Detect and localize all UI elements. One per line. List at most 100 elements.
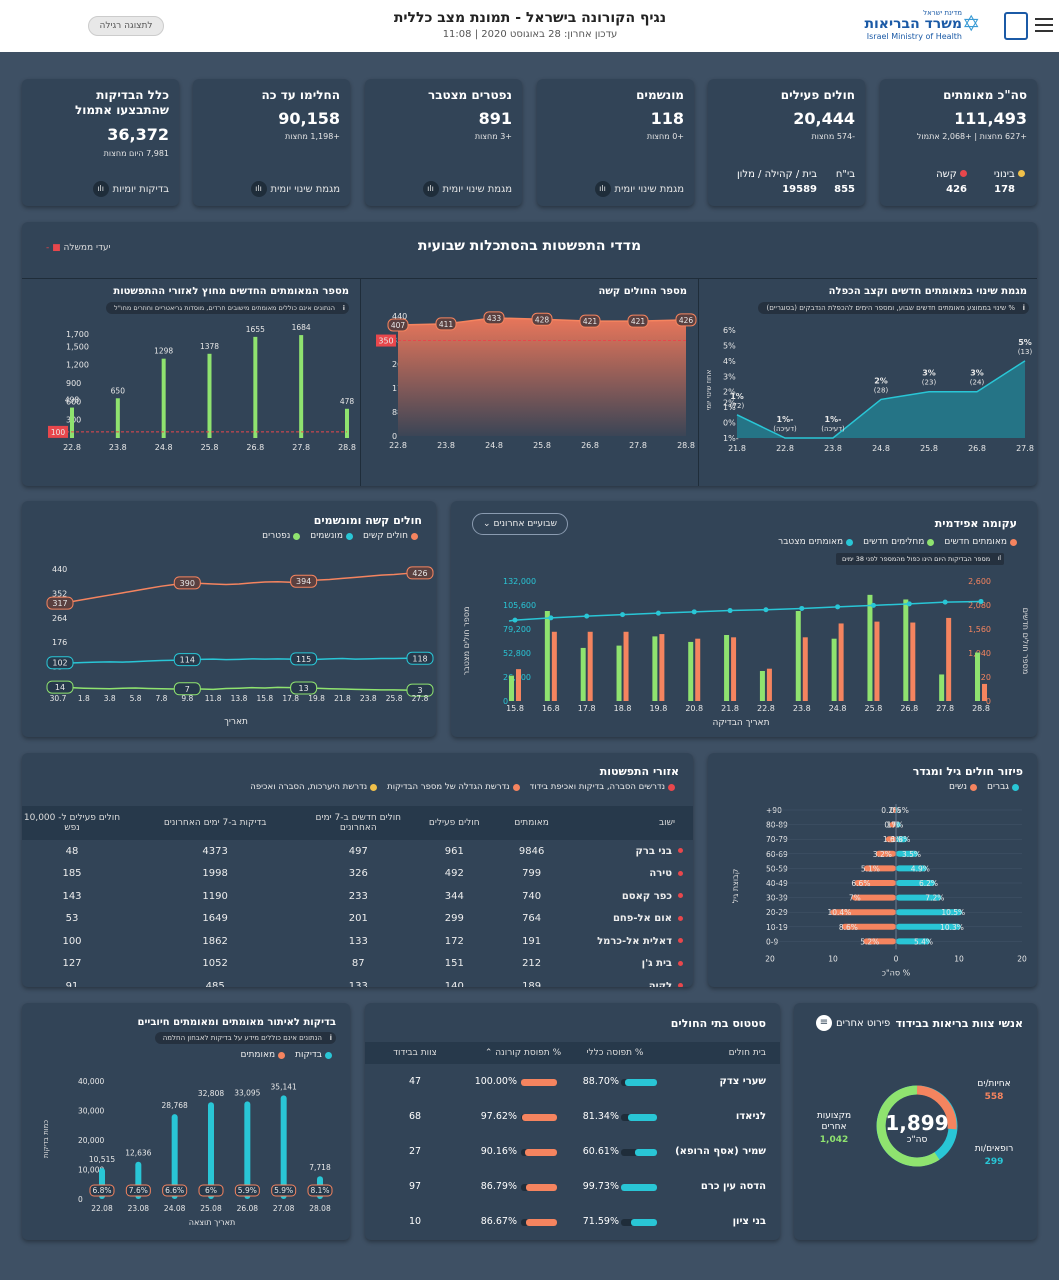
recovered-bar [580,647,586,701]
ventilated-line [57,657,420,664]
severe-weekly-chart: 4403522641768803504074114334284214214262… [376,311,697,450]
table-row[interactable]: לקיה 189 140 133 485 91 [22,975,693,987]
value-cell: 9846 [518,845,545,857]
table-row[interactable]: אום אל-פחם 764 299 201 1649 53 [22,908,693,931]
x-tick-label: 24.8 [872,444,890,453]
table-row[interactable]: בית ג'ן 212 151 87 1052 127 [22,953,693,976]
value-cell: 497 [348,845,368,857]
point-sublabel: (דעיכה) [773,425,797,433]
age-chart: קבוצת גיל 90+ 0.5%0.2% 80-89 1%0.7% 70-79 1.6%… [731,804,1027,977]
x-tick-label: 5.8 [130,694,142,703]
value-cell: 172 [444,935,464,947]
table-row[interactable]: דאלית אל-כרמל 191 172 133 1862 100 [22,930,693,953]
women-bar [889,821,896,828]
y-tick-label: 2% [723,388,736,397]
women-label: 5.2% [860,937,879,946]
weekly-section: מדדי התפשטות בהסתכלות שבועית יעדי ממשלה … [22,222,1037,486]
tests-value-label: 33,095 [234,1088,260,1097]
regular-view-button[interactable]: לתצוגה רגילה [88,16,164,36]
tests-value-label: 35,141 [271,1082,297,1091]
left-tick-label: 132,000 [503,577,536,586]
age-legend: גברים נשים [949,782,1019,792]
col-corona-occupancy[interactable]: % תפוסת קורונה ⌃ [484,1048,562,1058]
women-label: 8.6% [839,923,858,932]
goal-label: 100 [51,428,66,437]
men-bar [896,850,919,857]
left-axis-label: מספר חולים מצטבר [462,607,471,676]
general-bar-track [621,1114,657,1121]
hospital-row[interactable]: לניאדו 81.34% 97.62% 68 [365,1108,780,1128]
home-label: בית / קהילה / מלון [736,169,817,180]
value-cell: 87 [351,958,365,970]
value-cell: 1998 [202,868,228,880]
corona-occupancy: 100.00% [474,1076,517,1087]
value-label: 390 [180,579,195,588]
x-tick-label: 23.8 [109,443,127,452]
severe-trend-legend: חולים קשים מונשמים נפטרים [262,531,418,541]
table-row[interactable]: כפר קאסם 740 344 233 1190 143 [22,885,693,908]
point-label: -1% [825,415,842,424]
age-group-label: 80-89 [766,821,788,830]
hospital-row[interactable]: הדסה עין כרם 99.73% 86.79% 97 [365,1178,780,1198]
bar [207,353,212,438]
tests-value-label: 32,808 [198,1089,224,1098]
x-tick-label: 28.08 [309,1204,331,1213]
daily-trend-button[interactable]: מגמת שינוי יומית ılı [250,181,340,197]
pct-label: 6% [205,1186,217,1195]
staff-card: אנשי צוות בריאות בבידוד פירוט אחרים ≡ 1,8… [794,1003,1037,1240]
x-tick-label: 20.8 [685,704,703,713]
hospital-row[interactable]: בני ציון 71.59% 86.67% 10 [365,1213,780,1233]
age-title: פיזור חולים גיל ומגדר [912,765,1023,778]
table-row[interactable]: בני ברק 9846 961 497 4373 48 [22,840,693,863]
corona-occupancy: 86.79% [480,1181,517,1192]
status-dot [678,960,683,966]
men-label: 6.2% [919,879,938,888]
right-axis-label: מספר חולים חדשים [1021,608,1030,675]
women-bar [830,909,896,916]
staff-isolation: 10 [408,1216,422,1227]
value-cell: 201 [348,913,368,925]
other-value: 1,042 [819,1135,849,1145]
hospital-row[interactable]: שמיר (אסף הרופא) 60.61% 90.16% 27 [365,1143,780,1163]
daily-trend-button[interactable]: מגמת שינוי יומית ılı [422,181,512,197]
daily-trend-button[interactable]: מגמת שינוי יומית ılı [594,181,684,197]
severe-area [398,317,686,436]
value-label: 317 [52,599,67,608]
growth-note: % שינוי בממוצע מאומתים חדשים שבוע, ומספר… [758,302,1029,314]
corona-bar-fill [521,1079,557,1086]
cumulative-point [835,604,841,610]
men-bar [896,938,931,945]
right-tick-label: 0 [986,697,991,706]
y-tick-label: 1,500 [66,342,89,351]
daily-tests-button[interactable]: בדיקות יומיות ılı [92,181,169,197]
kpi-confirmed: סה"כ מאומתים 111,493 +627 מחצות | +2,068… [880,79,1037,206]
women-bar [851,894,896,901]
kpi-ventilated: מונשמים 118 +0 מחצות מגמת שינוי יומית ılı [537,79,694,206]
value-cell: 91 [65,980,79,987]
pct-label: 6.8% [92,1186,111,1195]
bar-label: 498 [65,396,80,405]
cumulative-point [584,613,590,619]
age-group-label: 70-79 [766,835,788,844]
value-label: 426 [679,316,694,325]
value-cell: 1862 [202,935,228,947]
age-group-label: 10-19 [766,923,788,932]
x-tick-label: 21.8 [721,704,739,713]
other-details-button[interactable]: פירוט אחרים ≡ [816,1015,890,1031]
x-tick-label: 27.8 [292,443,310,452]
chevron-down-icon: ⌄ [483,519,491,529]
menu-icon[interactable] [1035,18,1053,32]
new-cases-bar [731,637,737,701]
general-bar-track [621,1079,657,1086]
pct-badge [234,1184,260,1197]
staff-total-label: סה"כ [906,1135,928,1145]
hospital-row[interactable]: שערי צדק 88.70% 100.00% 47 [365,1073,780,1093]
newcases-chart: 1,7001,5001,2009006003004986501298137816… [48,323,356,452]
table-row[interactable]: טירה 799 492 326 1998 185 [22,863,693,886]
period-dropdown[interactable]: שבועיים אחרונים ⌄ [472,513,568,535]
bar [299,335,304,438]
kpi-title: מונשמים [636,88,684,102]
cumulative-point [799,605,805,611]
men-label: 0.2% [881,806,900,815]
severe-line [57,572,421,604]
